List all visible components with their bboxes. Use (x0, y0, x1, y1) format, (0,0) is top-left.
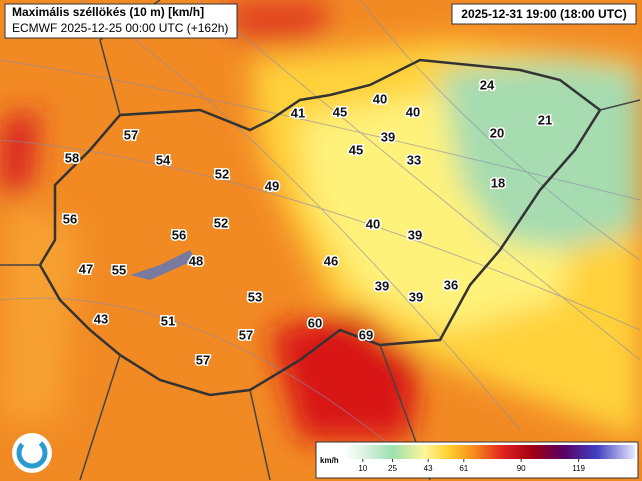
valid-time: 2025-12-31 19:00 (18:00 UTC) (461, 7, 626, 21)
station-value: 39 (381, 129, 395, 144)
station-value: 39 (408, 227, 422, 242)
station-value: 52 (214, 215, 228, 230)
tick-label: 90 (517, 464, 526, 473)
station-value: 40 (366, 216, 380, 231)
station-value: 55 (112, 262, 126, 277)
station-value: 56 (172, 227, 186, 242)
station-value: 40 (373, 91, 387, 106)
tick-label: 119 (572, 464, 585, 473)
tick-label: 10 (358, 464, 367, 473)
station-value: 46 (324, 253, 338, 268)
station-value: 33 (407, 152, 421, 167)
station-value: 41 (291, 105, 305, 120)
station-value: 57 (124, 127, 138, 142)
tick-label: 43 (424, 464, 433, 473)
station-value: 56 (63, 211, 77, 226)
station-value: 36 (444, 277, 458, 292)
station-value: 57 (196, 352, 210, 367)
station-value: 45 (349, 142, 363, 157)
logo (12, 433, 52, 473)
station-value: 39 (375, 278, 389, 293)
station-value: 52 (215, 166, 229, 181)
model-run: ECMWF 2025-12-25 00:00 UTC (+162h) (12, 21, 228, 35)
station-value: 57 (239, 327, 253, 342)
station-value: 39 (409, 289, 423, 304)
time-box (451, 3, 637, 25)
station-value: 45 (333, 104, 347, 119)
station-value: 54 (156, 152, 171, 167)
station-value: 49 (265, 178, 279, 193)
station-value: 47 (79, 261, 93, 276)
legend-ticks: 10 25 43 61 90 119 (358, 459, 586, 473)
tick-label: 25 (388, 464, 397, 473)
station-value: 18 (491, 175, 505, 190)
station-value: 58 (65, 150, 79, 165)
station-value: 24 (480, 77, 495, 92)
legend-unit: km/h (320, 456, 339, 465)
station-value: 21 (538, 112, 552, 127)
colorbar (343, 445, 635, 459)
stations: 24 21 20 18 40 40 45 41 39 45 33 57 58 54 52 49 56 52 56 40… (61, 76, 553, 369)
title: Maximális széllökés (10 m) [km/h] (12, 5, 204, 19)
station-value: 51 (161, 313, 175, 328)
header-box (4, 3, 238, 39)
station-value: 69 (359, 327, 373, 342)
station-value: 53 (248, 289, 262, 304)
tick-label: 61 (459, 464, 468, 473)
station-value: 48 (189, 253, 203, 268)
station-value: 40 (406, 104, 420, 119)
station-value: 60 (308, 315, 322, 330)
lake-balaton (130, 250, 195, 280)
station-value: 43 (94, 311, 108, 326)
station-value: 20 (490, 125, 504, 140)
